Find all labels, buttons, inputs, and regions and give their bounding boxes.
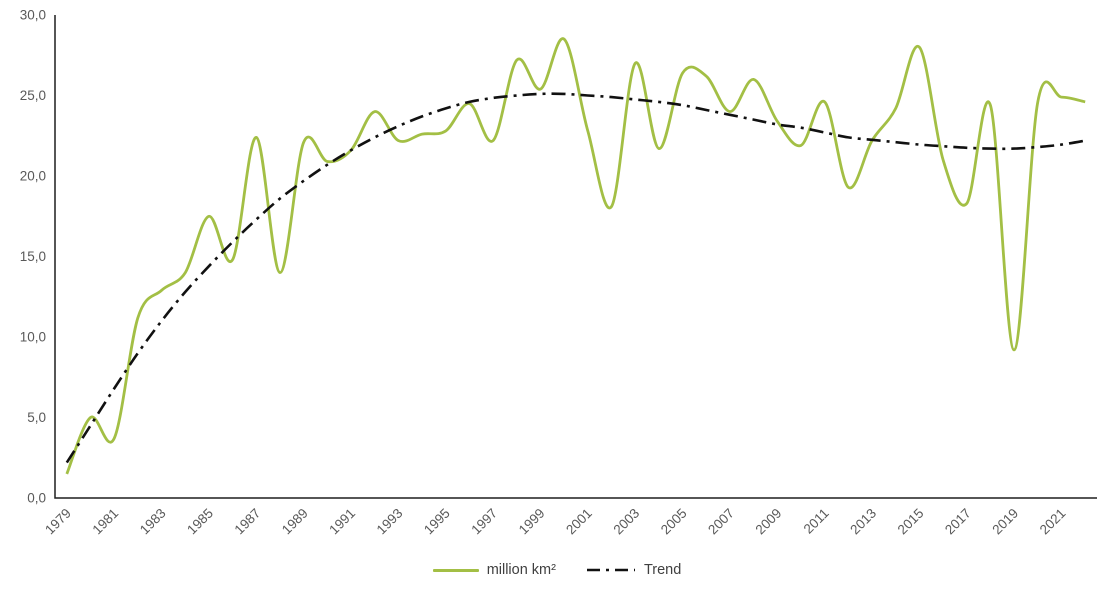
x-tick-label: 2017 bbox=[942, 506, 974, 538]
x-tick-label: 2005 bbox=[658, 506, 690, 538]
series-line-trend bbox=[65, 92, 1086, 464]
y-tick-label: 15,0 bbox=[20, 249, 46, 264]
x-tick-label: 1983 bbox=[137, 506, 169, 538]
x-tick-label: 2003 bbox=[610, 506, 642, 538]
x-tick-label: 1989 bbox=[279, 506, 311, 538]
x-tick-label: 1991 bbox=[326, 506, 358, 538]
legend-label-trend: Trend bbox=[643, 562, 682, 578]
x-tick-label: 2019 bbox=[989, 506, 1021, 538]
legend-item-million-km2: million km² bbox=[432, 562, 556, 578]
y-tick-label: 10,0 bbox=[20, 330, 46, 345]
x-tick-label: 1993 bbox=[374, 506, 406, 538]
legend-label-million-km2: million km² bbox=[486, 562, 556, 578]
x-tick-label: 1987 bbox=[232, 506, 264, 538]
x-tick-label: 1985 bbox=[184, 506, 216, 538]
x-tick-label: 1995 bbox=[421, 506, 453, 538]
x-tick-label: 2007 bbox=[705, 506, 737, 538]
y-tick-label: 0,0 bbox=[27, 491, 46, 506]
series-swatch-million-km2 bbox=[432, 568, 479, 572]
x-tick-label: 2001 bbox=[563, 506, 595, 538]
x-tick-label: 1999 bbox=[516, 506, 548, 538]
x-tick-label: 2021 bbox=[1037, 506, 1069, 538]
series-swatch-trend bbox=[586, 568, 635, 572]
series-line-million-km2 bbox=[65, 37, 1086, 475]
y-tick-label: 20,0 bbox=[20, 169, 46, 184]
legend: million km² Trend bbox=[0, 563, 1114, 578]
legend-item-trend: Trend bbox=[586, 563, 681, 578]
x-tick-label: 2009 bbox=[753, 506, 785, 538]
x-tick-label: 1981 bbox=[89, 506, 121, 538]
y-tick-label: 5,0 bbox=[27, 410, 46, 425]
x-tick-label: 2013 bbox=[847, 506, 879, 538]
x-tick-label: 2011 bbox=[801, 506, 832, 537]
x-tick-label: 2015 bbox=[895, 506, 927, 538]
x-tick-label: 1979 bbox=[42, 506, 74, 538]
x-tick-label: 1997 bbox=[468, 506, 500, 538]
axes bbox=[54, 15, 1097, 499]
y-tick-label: 30,0 bbox=[20, 8, 46, 23]
y-tick-label: 25,0 bbox=[20, 88, 46, 103]
